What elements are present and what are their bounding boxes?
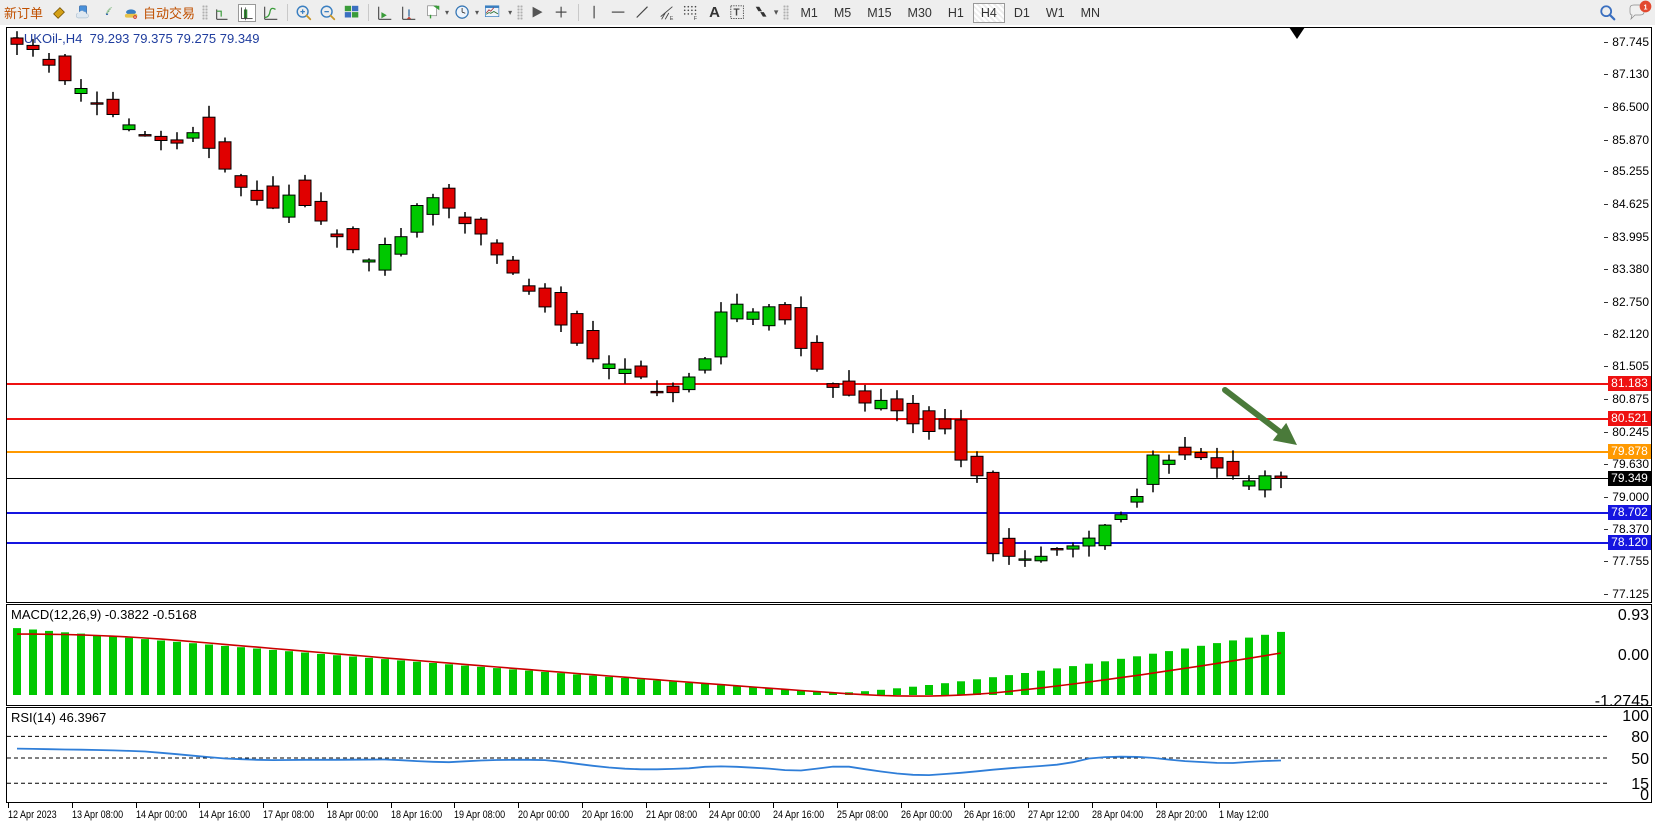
svg-text:1: 1 <box>1644 3 1648 11</box>
svg-text:F: F <box>694 16 698 22</box>
svg-text:E: E <box>670 16 674 22</box>
svg-text:T: T <box>733 7 739 18</box>
